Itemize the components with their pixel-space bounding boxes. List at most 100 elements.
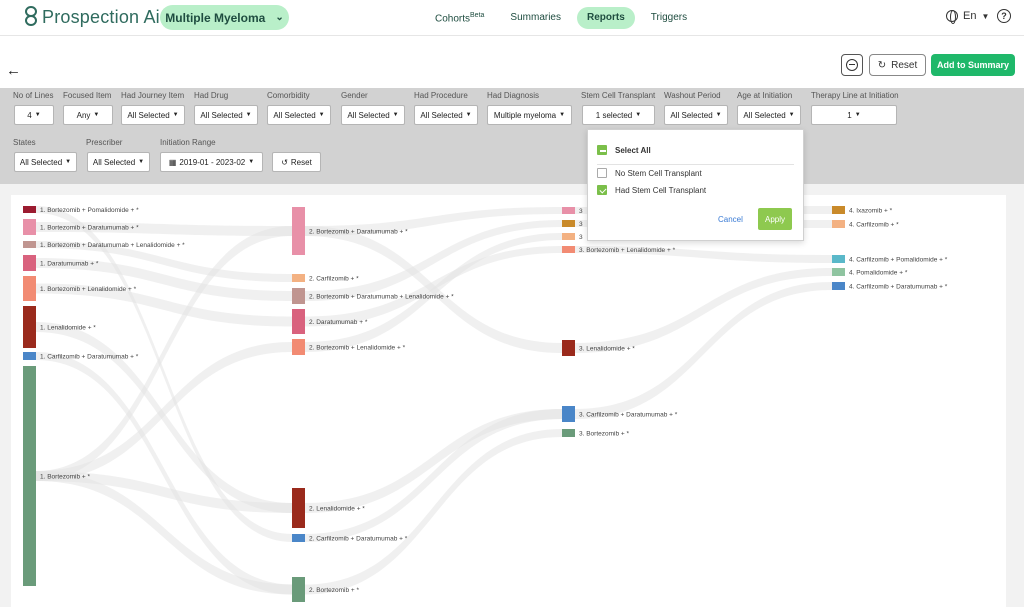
sankey-node[interactable]	[23, 366, 36, 586]
sankey-node-label: 3	[579, 234, 583, 241]
sankey-node[interactable]	[832, 282, 845, 290]
nav-reports[interactable]: Reports	[577, 7, 635, 30]
sankey-node[interactable]	[292, 339, 305, 355]
sankey-node-label: 4. Ixazomib + *	[849, 208, 893, 215]
sankey-node[interactable]	[23, 206, 36, 213]
filter-drug-dropdown[interactable]: All Selected ▼	[194, 105, 258, 125]
sankey-node[interactable]	[562, 340, 575, 356]
sankey-node[interactable]	[23, 241, 36, 248]
flow-link	[36, 222, 292, 236]
sankey-node[interactable]	[832, 206, 845, 214]
filter-lines-dropdown[interactable]: 4 ▼	[14, 105, 54, 125]
sankey-node-label: 4. Pomalidomide + *	[849, 270, 908, 277]
flow-link	[305, 246, 562, 327]
flow-link	[36, 241, 292, 282]
sankey-node[interactable]	[832, 268, 845, 276]
filter-diagnosis-dropdown[interactable]: Multiple myeloma ▼	[487, 105, 572, 125]
help-icon[interactable]: ?	[997, 9, 1011, 23]
sankey-node-label: 1. Bortezomib + Daratumumab + *	[40, 225, 139, 232]
filter-label-age: Age at Initiation	[737, 91, 793, 100]
sankey-node-label: 2. Carfilzomib + *	[309, 276, 359, 283]
reset-icon: ↺	[281, 157, 288, 167]
sankey-node-label: 1. Daratumumab + *	[40, 261, 99, 268]
reset-button[interactable]: ↻ Reset	[869, 54, 926, 76]
sankey-node[interactable]	[23, 352, 36, 360]
logo-icon	[24, 6, 38, 28]
filter-reset-button[interactable]: ↺ Reset	[272, 152, 321, 172]
sankey-node[interactable]	[292, 534, 305, 542]
sankey-node[interactable]	[292, 488, 305, 528]
flow-link	[305, 220, 562, 301]
filter-age-dropdown[interactable]: All Selected ▼	[737, 105, 801, 125]
flow-link	[36, 471, 292, 595]
sankey-node[interactable]	[562, 207, 575, 214]
sankey-node-label: 2. Bortezomib + Daratumumab + *	[309, 229, 408, 236]
sankey-node[interactable]	[292, 577, 305, 602]
filter-focused-dropdown[interactable]: Any ▼	[63, 105, 113, 125]
disease-selector[interactable]: Multiple Myeloma ⌄	[160, 5, 289, 30]
sankey-node-label: 3	[579, 208, 583, 215]
filter-prescriber-dropdown[interactable]: All Selected ▼	[87, 152, 150, 172]
nav-triggers[interactable]: Triggers	[650, 12, 688, 23]
flow-links	[36, 206, 832, 595]
top-nav-bar: Prospection Ai Multiple Myeloma ⌄ Cohort…	[0, 0, 1024, 36]
language-selector[interactable]: En ▼	[946, 10, 989, 24]
stem-cell-dropdown-menu: Select All No Stem Cell Transplant Had S…	[587, 129, 804, 241]
sankey-chart-container: 1. Bortezomib + Pomalidomide + * 1. Borte…	[11, 195, 1006, 607]
flow-link	[305, 409, 562, 542]
filter-stem-cell-dropdown[interactable]: 1 selected ▼	[582, 105, 655, 125]
sankey-node[interactable]	[832, 255, 845, 263]
filter-label-journey: Had Journey Item	[121, 91, 185, 100]
filter-label-stem-cell: Stem Cell Transplant	[581, 91, 656, 100]
flow-link	[36, 258, 292, 301]
flow-link	[36, 226, 292, 481]
sankey-node[interactable]	[832, 220, 845, 228]
sankey-node-label: 1. Carfilzomib + Daratumumab + *	[40, 354, 139, 361]
sankey-node[interactable]	[23, 255, 36, 271]
option-label: Had Stem Cell Transplant	[615, 185, 707, 195]
option-checkbox[interactable]	[597, 168, 607, 178]
filter-therapy-line-dropdown[interactable]: 1 ▼	[811, 105, 897, 125]
sankey-node[interactable]	[292, 309, 305, 334]
select-all-option[interactable]: Select All	[597, 145, 651, 155]
flow-link	[36, 322, 292, 513]
sankey-node[interactable]	[23, 219, 36, 235]
option-checkbox[interactable]	[597, 185, 607, 195]
sankey-node-label: 4. Carfilzomib + *	[849, 222, 899, 229]
sankey-node[interactable]	[292, 207, 305, 255]
sankey-node[interactable]	[23, 276, 36, 301]
sankey-node[interactable]	[23, 306, 36, 348]
filter-washout-dropdown[interactable]: All Selected ▼	[664, 105, 728, 125]
filter-procedure-dropdown[interactable]: All Selected ▼	[414, 105, 478, 125]
filter-journey-dropdown[interactable]: All Selected ▼	[121, 105, 185, 125]
chevron-down-icon: ⌄	[275, 12, 284, 23]
cancel-button[interactable]: Cancel	[718, 215, 743, 224]
filter-gender-dropdown[interactable]: All Selected ▼	[341, 105, 405, 125]
sankey-node-label: 3. Carfilzomib + Daratumumab + *	[579, 412, 678, 419]
sankey-node[interactable]	[562, 233, 575, 240]
sankey-node[interactable]	[562, 220, 575, 227]
filter-comorbidity-dropdown[interactable]: All Selected ▼	[267, 105, 331, 125]
add-to-summary-button[interactable]: Add to Summary	[931, 54, 1015, 76]
sankey-chart: 1. Bortezomib + Pomalidomide + * 1. Borte…	[23, 206, 948, 602]
filter-initiation-range-picker[interactable]: ▦ 2019-01 - 2023-02 ▼	[160, 152, 263, 172]
option-had-stem-cell[interactable]: Had Stem Cell Transplant	[597, 185, 706, 195]
flow-link	[36, 206, 292, 542]
sankey-node[interactable]	[292, 274, 305, 282]
sankey-node[interactable]	[562, 406, 575, 422]
nav-summaries[interactable]: Summaries	[510, 12, 561, 23]
select-all-checkbox[interactable]	[597, 145, 607, 155]
option-no-stem-cell[interactable]: No Stem Cell Transplant	[597, 168, 702, 178]
collapse-button[interactable]	[841, 54, 863, 76]
sankey-node[interactable]	[292, 288, 305, 304]
sankey-node[interactable]	[562, 429, 575, 437]
apply-button[interactable]: Apply	[758, 208, 792, 230]
flow-link	[305, 429, 562, 595]
back-arrow-icon[interactable]: ←	[6, 62, 21, 79]
nav-cohorts[interactable]: CohortsBeta	[435, 12, 485, 25]
flow-link	[305, 207, 562, 236]
sankey-node[interactable]	[562, 246, 575, 253]
app-logo[interactable]: Prospection Ai	[24, 6, 160, 28]
filter-label-prescriber: Prescriber	[86, 138, 123, 147]
filter-states-dropdown[interactable]: All Selected ▼	[14, 152, 77, 172]
